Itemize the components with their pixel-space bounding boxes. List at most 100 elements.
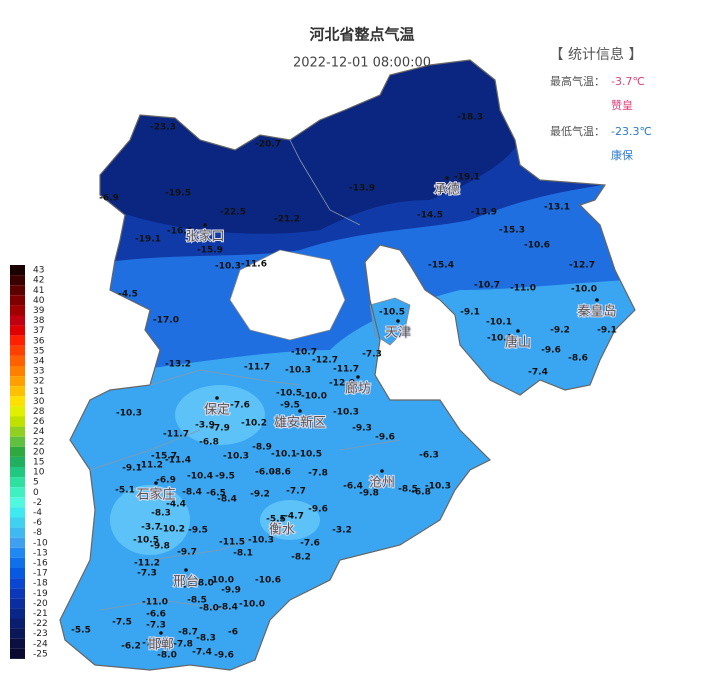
legend-label: 30	[33, 397, 45, 407]
legend-swatch	[10, 355, 25, 366]
legend-label: -17	[33, 569, 48, 579]
temperature-label: -7.5	[112, 618, 132, 628]
temperature-label: -8.4	[217, 495, 237, 505]
temperature-label: -10.7	[474, 281, 500, 291]
legend-swatch	[10, 265, 25, 276]
legend-swatch	[10, 477, 25, 488]
city-dot	[396, 319, 400, 323]
temperature-label: -15.4	[428, 261, 454, 271]
city-dot	[280, 516, 284, 520]
legend-label: 40	[33, 296, 45, 306]
temperature-label: -9.1	[597, 326, 617, 336]
temperature-label: -5.5	[71, 626, 91, 636]
temperature-label: -10.1	[271, 450, 297, 460]
temperature-label: -10.5	[379, 308, 405, 318]
temperature-label: -3.2	[332, 526, 352, 536]
city-dot	[159, 631, 163, 635]
legend-swatch	[10, 305, 25, 316]
city-dot	[380, 469, 384, 473]
min-label: 最低气温：	[550, 124, 605, 138]
min-value: -23.3℃	[611, 125, 652, 138]
temperature-label: -9.8	[150, 542, 170, 552]
city-label: 邢台	[173, 575, 199, 590]
legend-label: 15	[33, 457, 44, 467]
city-borders	[89, 139, 401, 611]
temperature-label: -10.4	[187, 472, 213, 482]
temperature-label: -7.9	[210, 424, 230, 434]
temperature-label: -16.4	[167, 227, 193, 237]
legend-label: -4	[33, 508, 42, 518]
temperature-label: -6.3	[419, 451, 439, 461]
temperature-label: -8.6	[568, 354, 588, 364]
legend-swatch	[10, 547, 25, 558]
temperature-label: -9.5	[188, 526, 208, 536]
legend-label: 42	[33, 276, 44, 286]
legend-label: 33	[33, 367, 44, 377]
temperature-label: -19.1	[454, 173, 480, 183]
temperature-label: -8.0	[199, 604, 219, 614]
city-label: 保定	[204, 403, 230, 418]
temperature-label: -6	[228, 628, 238, 638]
island-region	[369, 297, 411, 346]
legend-swatch	[10, 386, 25, 397]
legend-swatch	[10, 325, 25, 336]
temperature-label: -10.3	[215, 262, 241, 272]
temperature-label: -10.5	[296, 450, 322, 460]
temperature-label: -11.0	[510, 284, 536, 294]
temperature-label: -7.3	[146, 621, 166, 631]
legend-label: 5	[33, 478, 39, 488]
temperature-label: -15.9	[197, 246, 223, 256]
temperature-label: -8.6	[271, 468, 291, 478]
legend-swatch	[10, 446, 25, 457]
temperature-label: -7.3	[142, 639, 162, 649]
legend-swatch	[10, 295, 25, 306]
temperature-label: -11.2	[134, 559, 160, 569]
legend-label: -25	[33, 649, 48, 659]
legend-label: 10	[33, 468, 45, 478]
temperature-label: -6.4	[343, 482, 363, 492]
legend-label: -6	[33, 518, 42, 528]
temperature-label: -11.0	[142, 598, 168, 608]
temperature-label: -8.4	[182, 488, 202, 498]
temperature-label: -8.0	[194, 579, 214, 589]
city-label: 衡水	[269, 523, 295, 538]
temperature-label: -13.1	[544, 203, 570, 213]
temperature-label: -10.0	[239, 600, 265, 610]
legend-swatch	[10, 608, 25, 619]
temperature-label: -8.1	[233, 549, 253, 559]
temperature-label: -7.6	[300, 539, 320, 549]
legend-label: -10	[33, 538, 48, 548]
legend-swatch	[10, 578, 25, 589]
legend-label: 24	[33, 427, 45, 437]
legend-swatch	[10, 426, 25, 437]
legend-label: -24	[33, 639, 48, 649]
city-dot	[298, 409, 302, 413]
temperature-label: -8.4	[218, 603, 238, 613]
temperature-label: -10.0	[208, 576, 234, 586]
legend-swatch	[10, 628, 25, 639]
legend-swatch	[10, 588, 25, 599]
temperature-label: -4.5	[118, 290, 138, 300]
temperature-label: -6.5	[206, 489, 226, 499]
temperature-label: -10.3	[116, 409, 142, 419]
legend-label: -19	[33, 589, 48, 599]
temperature-label: -6.9	[99, 194, 119, 204]
legend-label: 28	[33, 407, 45, 417]
legend-label: -2	[33, 498, 42, 508]
legend-label: -8	[33, 528, 42, 538]
temperature-label: -8.5	[187, 596, 207, 606]
temperature-label: -9.2	[550, 326, 570, 336]
legend-label: -20	[33, 599, 48, 609]
legend-swatch	[10, 507, 25, 518]
legend-swatch	[10, 275, 25, 286]
legend-label: 37	[33, 326, 44, 336]
stats-heading: 【 统计信息 】	[550, 46, 643, 63]
city-label: 石家庄	[136, 487, 175, 503]
max-value: -3.7℃	[611, 75, 645, 88]
city-dot	[595, 298, 599, 302]
legend-label: 20	[33, 447, 45, 457]
legend-label: 35	[33, 346, 44, 356]
legend-label: -13	[33, 548, 48, 558]
legend-swatch	[10, 396, 25, 407]
